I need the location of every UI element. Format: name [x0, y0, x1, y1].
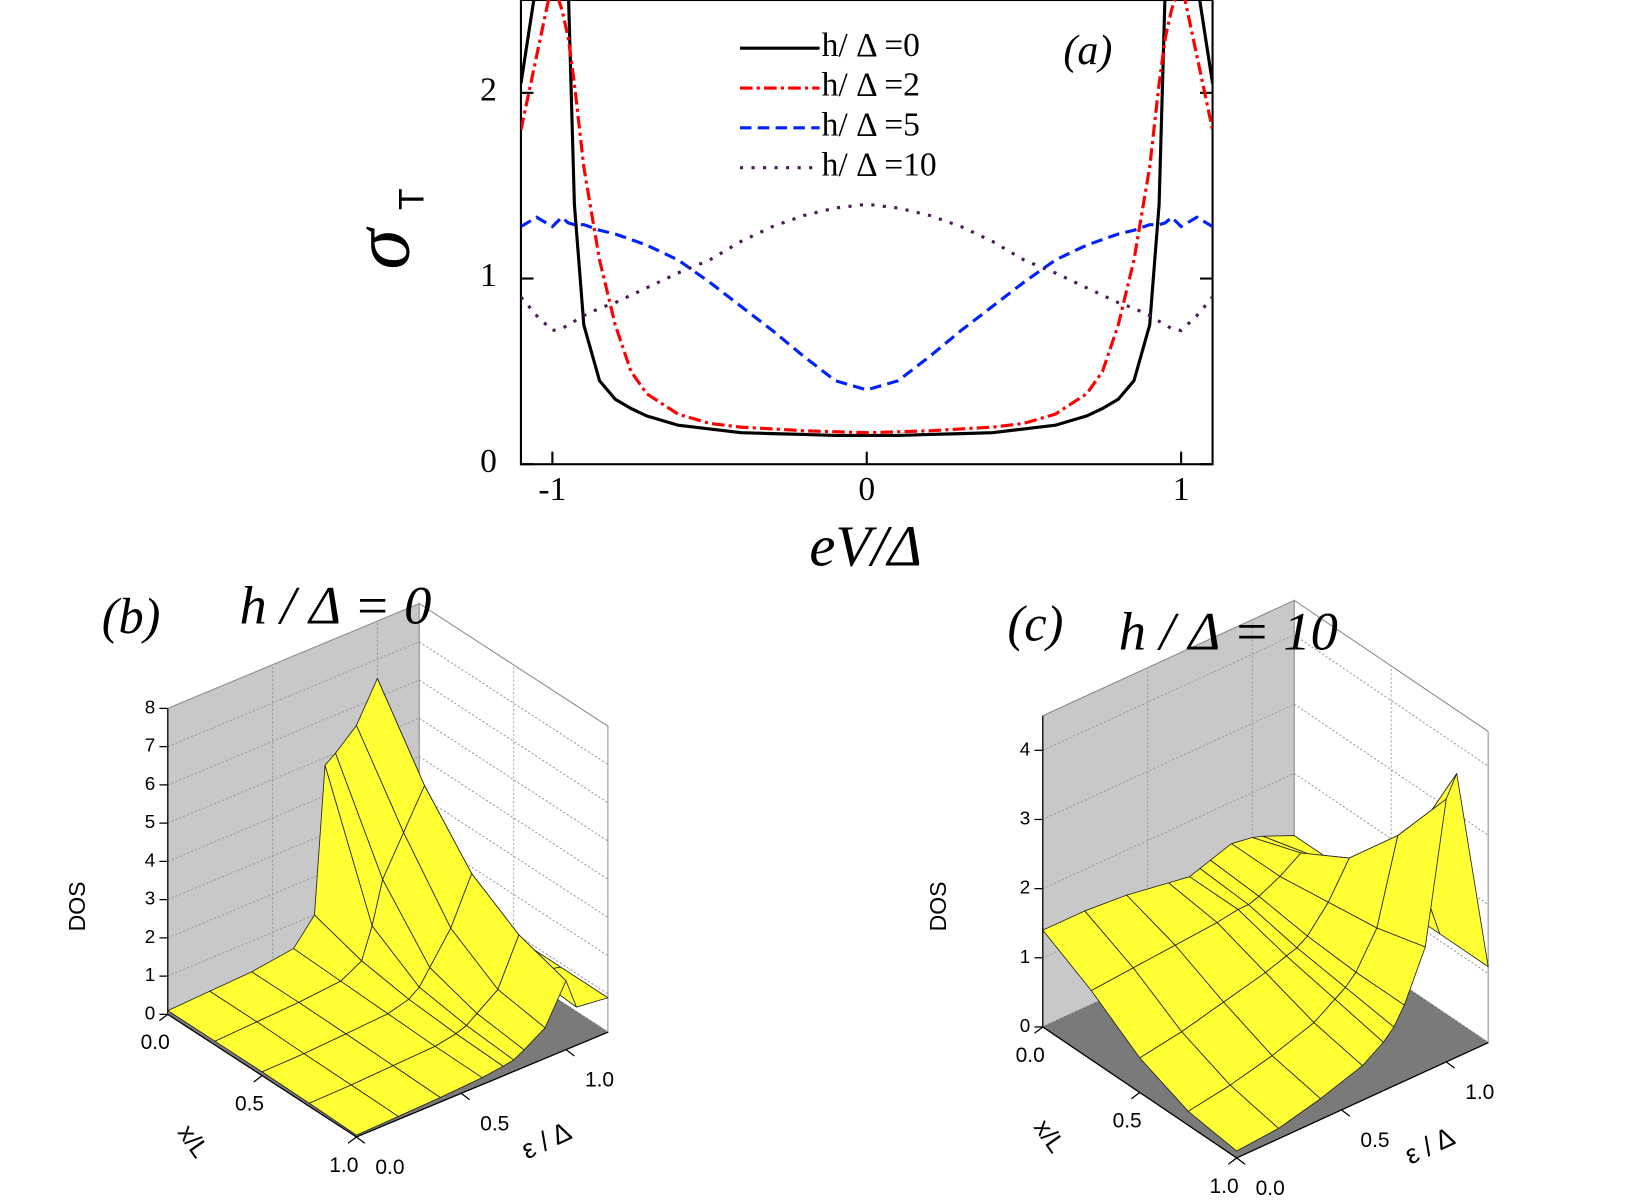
y-tick	[1227, 1157, 1238, 1165]
series-line	[520, 0, 1213, 435]
series-line	[520, 202, 1213, 333]
y-tick-label: 0.5	[235, 1093, 264, 1116]
z-tick-label: 2	[145, 926, 155, 947]
z-tick-label: 0	[145, 1002, 155, 1023]
z-tick-label: 4	[1020, 738, 1031, 759]
x-axis-label: eV/Δ	[809, 514, 922, 579]
y-tick-label: 1.0	[329, 1154, 358, 1177]
legend-label: h/ Δ =0	[822, 27, 920, 64]
y-tick-label: 0	[480, 443, 497, 480]
y-axis-label: x/L	[172, 1120, 214, 1164]
x-tick	[1341, 1109, 1351, 1117]
z-tick-label: 8	[145, 696, 155, 717]
panel-title: h / Δ = 0	[240, 574, 432, 635]
x-tick-label: 0	[858, 471, 875, 508]
x-axis-label: ε / Δ	[1400, 1120, 1460, 1170]
x-tick-label: 1.0	[585, 1069, 614, 1092]
z-axis-label: DOS	[925, 881, 951, 931]
x-tick	[356, 1136, 366, 1144]
legend-label: h/ Δ =2	[822, 67, 920, 104]
panel-label: (b)	[102, 588, 161, 644]
y-tick-label: 0.0	[1016, 1044, 1045, 1067]
lines	[520, 0, 1213, 437]
x-tick-label: 0.5	[1360, 1129, 1389, 1152]
panel-title: h / Δ = 10	[1119, 601, 1338, 662]
y-tick-label: 1	[480, 257, 497, 294]
panel-label: (c)	[1008, 595, 1064, 651]
x-tick-label: -1	[538, 471, 566, 508]
series-line	[520, 215, 1213, 392]
y-axis-label: x/L	[1028, 1114, 1070, 1158]
z-tick-label: 0	[1020, 1015, 1031, 1036]
y-tick	[347, 1136, 357, 1144]
y-tick	[159, 1013, 169, 1022]
z-tick-label: 4	[145, 849, 155, 870]
annotation: (a)	[1063, 28, 1112, 74]
y-tick-label: 2	[480, 72, 497, 109]
grid-line	[167, 603, 609, 727]
y-tick	[253, 1075, 263, 1083]
y-tick-label: 1.0	[1210, 1175, 1239, 1198]
z-axis-label: DOS	[64, 881, 90, 931]
x-tick-label: 0.0	[375, 1156, 404, 1179]
series-line	[520, 0, 1213, 437]
x-tick	[1236, 1157, 1246, 1165]
axis-line	[1236, 1042, 1489, 1159]
x-axis-label: ε / Δ	[516, 1115, 576, 1165]
surface-patch	[308, 1084, 399, 1136]
z-tick-label: 7	[145, 735, 155, 756]
legend-label: h/ Δ =5	[822, 107, 920, 144]
axis-line	[1042, 1026, 1238, 1159]
axis-line	[167, 1013, 357, 1138]
grid-line	[167, 717, 609, 842]
z-tick-label: 3	[1020, 807, 1031, 828]
z-tick-label: 2	[1020, 877, 1031, 898]
legend-label: h/ Δ =10	[822, 146, 937, 183]
z-tick-label: 1	[1020, 946, 1031, 967]
grid-line	[167, 679, 609, 804]
axis-line	[356, 1031, 609, 1138]
y-axis-label-subscript: T	[391, 188, 431, 210]
x-tick-label: 1	[1173, 471, 1190, 508]
y-tick-label: 0.0	[141, 1031, 170, 1054]
z-tick-label: 1	[145, 964, 155, 985]
y-tick	[1034, 1026, 1044, 1034]
grid-line	[167, 641, 609, 765]
y-tick	[1130, 1091, 1141, 1100]
x-tick-label: 1.0	[1465, 1081, 1494, 1104]
x-tick-label: 0.0	[1256, 1177, 1285, 1200]
y-tick-label: 0.5	[1113, 1109, 1142, 1132]
z-tick-label: 3	[145, 888, 155, 909]
x-tick	[565, 1049, 575, 1057]
surface-patch	[1187, 1084, 1279, 1152]
z-tick-label: 5	[145, 811, 155, 832]
y-axis-label: σ	[336, 227, 427, 270]
x-tick	[1445, 1061, 1456, 1069]
x-tick	[460, 1092, 470, 1101]
x-tick-label: 0.5	[480, 1112, 509, 1135]
z-tick-label: 6	[145, 773, 155, 794]
